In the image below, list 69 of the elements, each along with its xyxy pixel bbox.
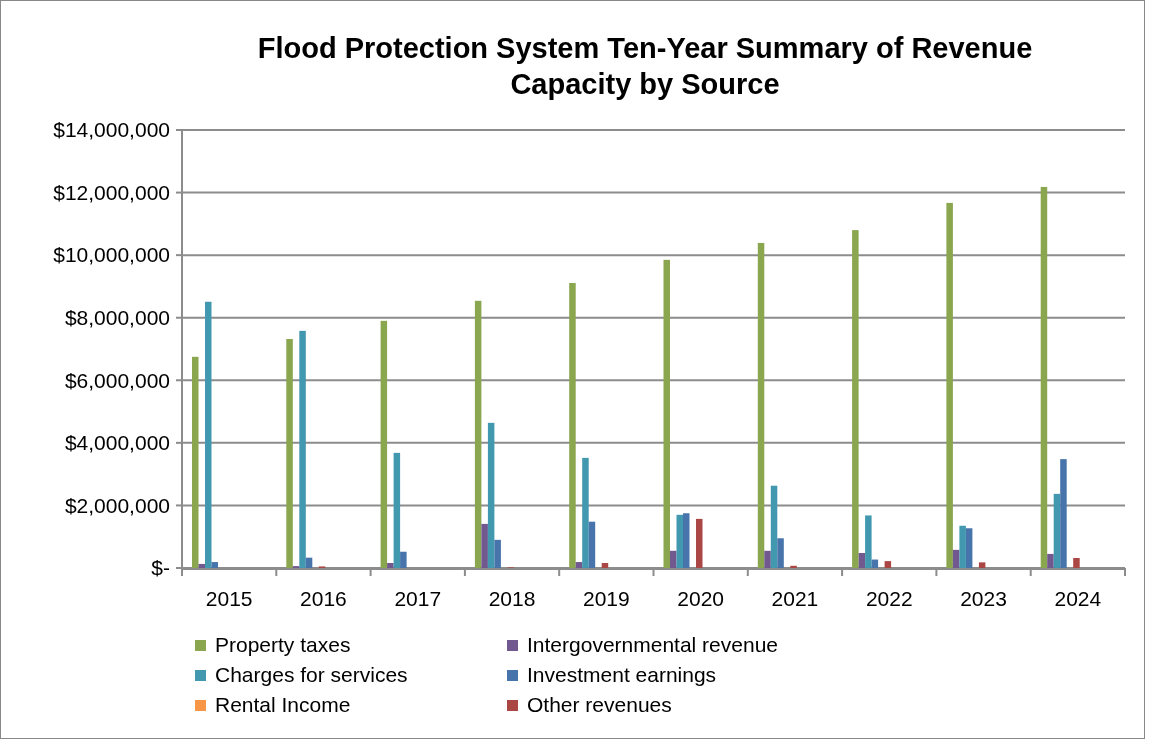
bar [696,518,703,568]
bar [481,523,488,568]
x-tick-label: 2017 [394,587,442,610]
bar [494,539,501,568]
bar [192,356,199,568]
bar [588,521,596,568]
x-tick-label: 2024 [1054,587,1102,610]
bar [211,562,218,568]
bar [400,551,407,568]
bar [757,242,765,568]
bar [198,563,205,568]
bar [1047,553,1054,568]
bar [582,457,589,568]
bar [884,561,892,568]
legend-label: Rental Income [215,693,351,717]
y-tick-label: $- [151,556,170,580]
y-tick-label: $10,000,000 [53,243,170,267]
bar [676,514,683,568]
bar [205,301,212,568]
x-tick-label: 2018 [488,587,536,610]
bar [959,525,966,568]
bar [601,562,609,568]
bar [380,320,388,568]
bar [770,485,778,568]
bar [978,562,986,568]
legend-label: Other revenues [527,693,672,717]
x-tick-label: 2015 [205,587,253,610]
bar [965,528,973,568]
x-tick-label: 2023 [960,587,1007,610]
bar [575,562,583,568]
y-tick-label: $4,000,000 [64,431,170,455]
bar [663,259,670,568]
x-tick-label: 2016 [300,587,347,610]
bar [946,202,953,568]
chart-title: Flood Protection System Ten-Year Summary of Revenue Capacity by Source [257,32,1033,100]
bar [305,557,313,568]
bar [670,550,677,568]
y-tick-label: $2,000,000 [64,493,170,517]
bar [387,562,394,568]
legend-label: Intergovernmental revenue [527,633,778,657]
bar [865,515,872,568]
bar [777,538,784,568]
bar [790,565,797,568]
y-tick-label: $14,000,000 [53,118,170,142]
bar [764,550,771,568]
bar [1053,493,1061,568]
bar [286,338,293,568]
bar [952,549,960,568]
bar [1040,186,1048,568]
bar [852,230,859,568]
bar [569,282,576,568]
y-tick-label: $8,000,000 [64,306,170,330]
x-tick-label: 2020 [677,587,725,610]
bar [474,300,482,568]
bar [393,452,401,568]
legend-label: Charges for services [215,663,408,687]
bar [858,552,866,568]
y-tick-label: $12,000,000 [53,180,170,204]
legend-label: Property taxes [215,633,351,657]
bar [1060,459,1067,568]
legend-label: Investment earnings [527,663,717,687]
bar [487,422,495,568]
y-tick-label: $6,000,000 [64,368,170,392]
bar [683,513,690,568]
x-tick-label: 2022 [865,587,913,610]
bar [299,330,306,568]
x-tick-label: 2019 [582,587,630,610]
x-tick-label: 2021 [771,587,819,610]
bar [1073,557,1080,568]
